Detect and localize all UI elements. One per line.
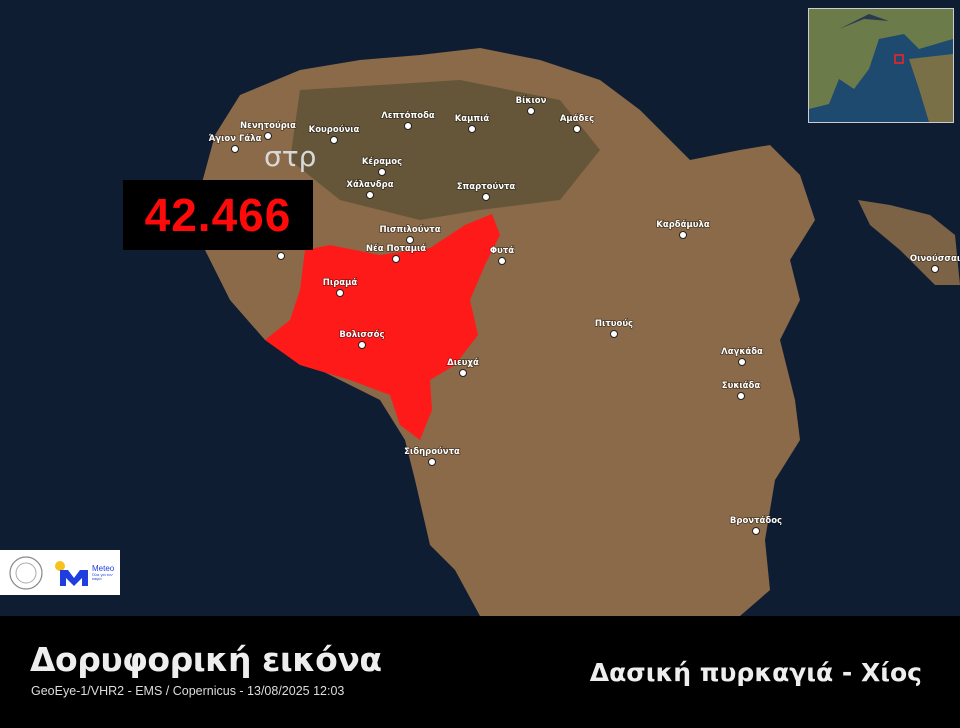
place-label: Πισπιλούντα [379,225,440,235]
place-marker [679,231,687,239]
place-label: Καμπιά [455,114,490,124]
footer-bar: Δορυφορική εικόνα GeoEye-1/VHR2 - EMS / … [0,616,960,728]
meteo-tagline: Όλα για τον καιρό [92,571,113,581]
place-label: Σιδηρούντα [404,447,460,457]
place-marker [737,392,745,400]
locator-marker [894,54,904,64]
place-label: Αμάδες [560,114,594,124]
satellite-map: Άγιον Γάλα Νενητούρια Κουρούνια Λεπτόποδα Κα… [200,48,960,616]
place-marker [527,107,535,115]
place-marker [610,330,618,338]
place-label: Συκιάδα [722,381,761,391]
burned-area-unit: στρ [264,140,317,173]
place-label: Βολισσός [339,329,384,340]
place-marker [378,168,386,176]
place-label: Πιραμά [323,278,358,288]
place-label: Κουρούνια [309,125,360,135]
meteo-logo [55,560,88,586]
place-marker [330,136,338,144]
place-marker [392,255,400,263]
oinousses-land [858,200,960,285]
place-marker [498,257,506,265]
place-label: Νέα Ποταμιά [366,243,426,254]
place-label: Κέραμος [362,156,402,167]
place-marker [277,252,285,260]
place-marker [738,358,746,366]
place-label: Βροντάδος [730,516,782,526]
place-label: Χάλανδρα [346,180,393,190]
place-label: Φυτά [490,246,514,256]
place-marker [428,458,436,466]
place-marker [366,191,374,199]
place-marker [264,132,272,140]
place-marker [406,236,414,244]
place-marker [336,289,344,297]
dark-vegetation [290,80,600,220]
burned-area [265,214,500,440]
locator-inset-map [808,8,954,123]
footer-title: Δορυφορική εικόνα [30,640,382,679]
place-label: Σπαρτούντα [457,182,516,192]
place-label: Νενητούρια [240,121,296,131]
place-marker [482,193,490,201]
burned-area-value-box: 42.466 [123,180,313,250]
logos-panel: Meteo Όλα για τον καιρό [0,550,120,595]
place-label: Καρδάμυλα [656,220,710,230]
place-marker [931,265,939,273]
place-marker [358,341,366,349]
place-marker [468,125,476,133]
place-marker [573,125,581,133]
place-label: Άγιον Γάλα [209,134,262,144]
place-marker [404,122,412,130]
event-title: Δασική πυρκαγιά - Χίος [589,658,922,687]
place-label: Λεπτόποδα [381,110,435,121]
meteo-name: Meteo [92,563,115,573]
place-label: Πιτυούς [595,319,633,329]
place-marker [459,369,467,377]
place-marker [752,527,760,535]
place-label: Λαγκάδα [721,347,763,357]
place-marker [231,145,239,153]
footer-source: GeoEye-1/VHR2 - EMS / Copernicus - 13/08… [31,684,345,698]
burned-area-value: 42.466 [144,189,292,241]
place-label: Διευχά [447,358,479,368]
seal-logo [9,555,43,590]
place-label: Οινούσσαι [910,254,960,264]
place-label: Βίκιον [516,95,547,106]
